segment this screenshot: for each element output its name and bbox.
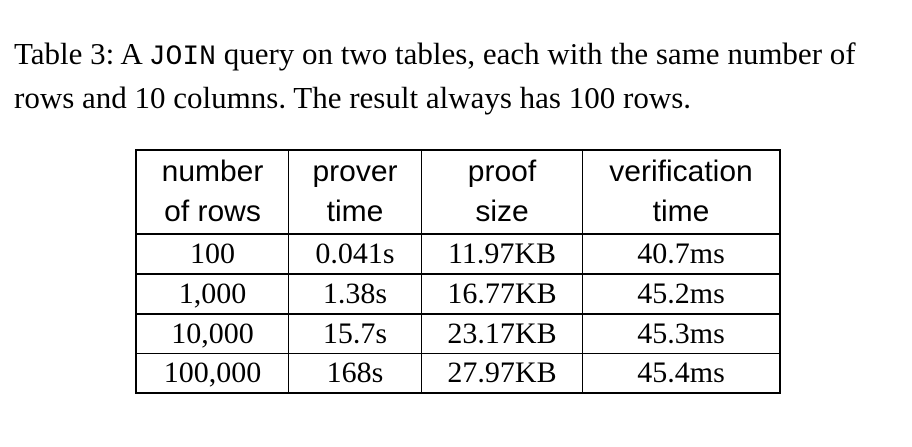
cell-number-of-rows: 10,000 (135, 313, 289, 354)
cell-verification-time: 45.4ms (582, 353, 781, 394)
cell-proof-size: 11.97KB (421, 233, 583, 275)
cell-prover-time: 1.38s (288, 273, 422, 315)
results-table: number of rows prover time proof size verif… (135, 149, 781, 394)
cell-prover-time: 168s (288, 353, 422, 394)
cell-proof-size: 23.17KB (421, 313, 583, 354)
header-row: number of rows prover time proof size verif… (135, 149, 781, 235)
table-row: 100 0.041s 11.97KB 40.7ms (135, 233, 781, 275)
header-prover-time: prover time (288, 149, 422, 235)
caption-label: Table 3: (14, 36, 115, 71)
caption-code: JOIN (148, 42, 216, 73)
cell-prover-time: 0.041s (288, 233, 422, 275)
header-number-of-rows: number of rows (135, 149, 289, 235)
cell-prover-time: 15.7s (288, 313, 422, 354)
cell-verification-time: 45.3ms (582, 313, 781, 354)
cell-number-of-rows: 100,000 (135, 353, 289, 394)
table-caption: Table 3: A JOIN query on two tables, eac… (14, 34, 904, 118)
cell-proof-size: 27.97KB (421, 353, 583, 394)
caption-text-before: A (120, 36, 141, 71)
table-row: 10,000 15.7s 23.17KB 45.3ms (135, 313, 781, 354)
cell-number-of-rows: 1,000 (135, 273, 289, 315)
table-row: 100,000 168s 27.97KB 45.4ms (135, 353, 781, 394)
header-proof-size: proof size (421, 149, 583, 235)
cell-number-of-rows: 100 (135, 233, 289, 275)
cell-verification-time: 45.2ms (582, 273, 781, 315)
table-row: 1,000 1.38s 16.77KB 45.2ms (135, 273, 781, 315)
header-verification-time: verification time (582, 149, 781, 235)
caption-text-after: query on two tables, each with the same … (14, 36, 856, 115)
cell-verification-time: 40.7ms (582, 233, 781, 275)
cell-proof-size: 16.77KB (421, 273, 583, 315)
